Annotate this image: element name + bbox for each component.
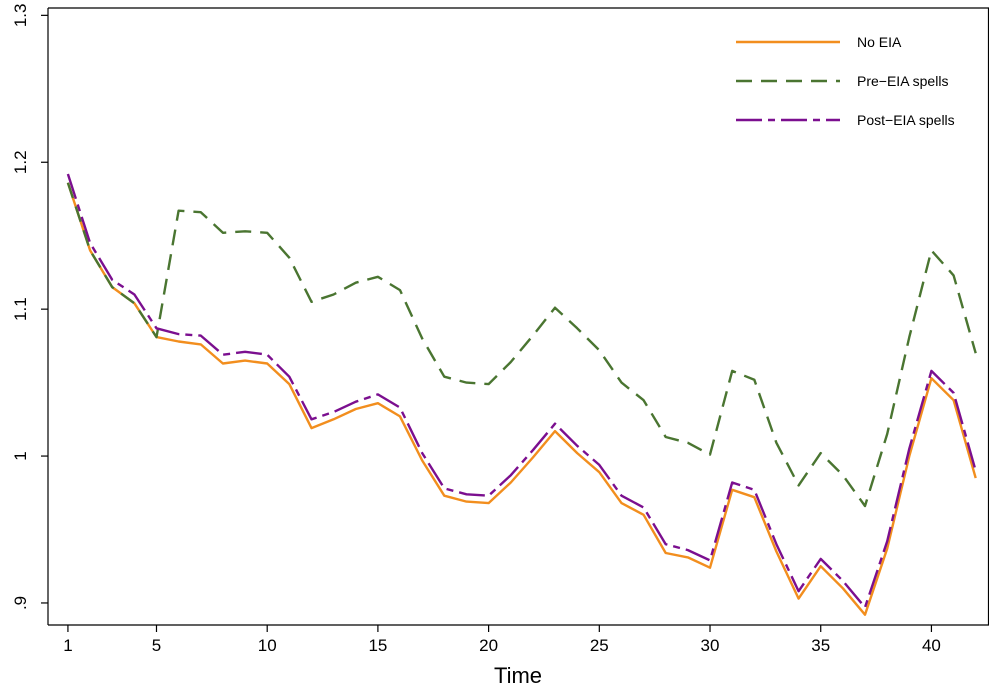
series-line-2	[66, 182, 977, 508]
x-tick-label: 1	[63, 636, 72, 655]
series-line-3	[66, 173, 977, 609]
y-tick-label: 1.3	[11, 4, 30, 28]
x-tick-label: 20	[479, 636, 498, 655]
x-tick-label: 30	[701, 636, 720, 655]
plot-lines	[66, 173, 977, 616]
x-tick-label: 15	[368, 636, 387, 655]
y-ticks: .9 1 1.1 1.2 1.3	[11, 4, 48, 610]
legend-label-2: Pre−EIA spells	[857, 73, 948, 89]
y-tick-label: 1.2	[11, 150, 30, 174]
x-tick-label: 25	[590, 636, 609, 655]
y-tick-label: 1	[11, 451, 30, 460]
x-axis-title: Time	[494, 663, 542, 688]
y-tick-label: .9	[11, 596, 30, 610]
x-tick-label: 35	[811, 636, 830, 655]
x-tick-label: 5	[152, 636, 161, 655]
x-tick-label: 10	[258, 636, 277, 655]
legend: No EIA Pre−EIA spells Post−EIA spells	[736, 34, 955, 128]
y-tick-label: 1.1	[11, 297, 30, 321]
legend-label-1: No EIA	[857, 34, 902, 50]
legend-label-3: Post−EIA spells	[857, 112, 955, 128]
series-line-1	[66, 182, 977, 616]
x-ticks: 1 5 10 15 20 25 30 35 40	[63, 625, 941, 655]
x-tick-label: 40	[922, 636, 941, 655]
